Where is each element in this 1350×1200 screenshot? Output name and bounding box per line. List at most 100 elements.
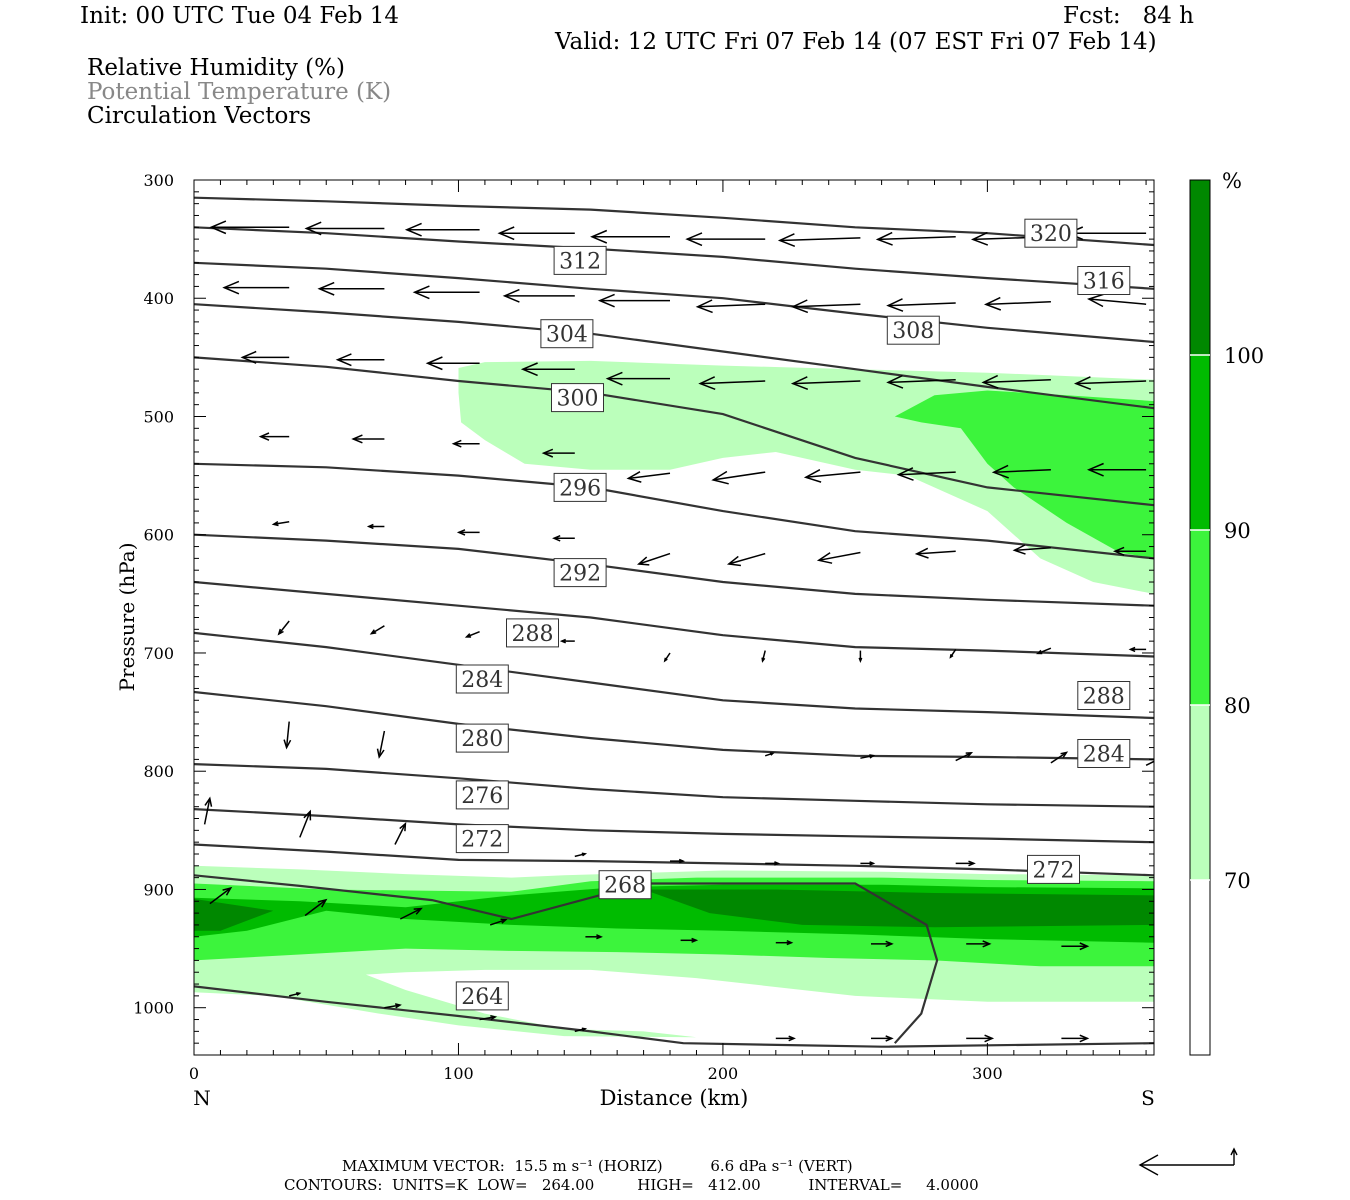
circulation-vector: [670, 858, 685, 864]
x-tick-label: 200: [708, 1064, 739, 1083]
circulation-vector: [479, 1014, 498, 1021]
contour-label-296: 296: [553, 472, 607, 502]
circulation-vector: [698, 376, 766, 391]
circulation-vector: [412, 285, 480, 300]
circulation-vector: [1012, 544, 1051, 555]
field-label-theta: Potential Temperature (K): [87, 79, 392, 105]
circulation-vector: [777, 233, 861, 247]
x-tick-label: 0: [189, 1064, 199, 1083]
contour-label-text: 312: [559, 249, 601, 274]
theta-contour-316: [194, 226, 1154, 290]
colorbar-unit: %: [1222, 169, 1242, 193]
circulation-vector: [761, 650, 766, 663]
circulation-vector: [966, 1034, 995, 1043]
circulation-vector: [871, 1035, 894, 1042]
circulation-vector: [966, 940, 992, 948]
contour-label-text: 284: [1083, 743, 1125, 768]
circulation-vector: [775, 1035, 796, 1042]
y-tick-label: 800: [143, 762, 174, 781]
contours-note: CONTOURS: UNITS=K LOW= 264.00 HIGH= 412.…: [284, 1176, 979, 1194]
contour-label-304: 304: [540, 319, 594, 349]
circulation-vector: [1086, 462, 1147, 477]
circulation-vector: [520, 362, 575, 377]
theta-contour-308: [194, 303, 1154, 410]
circulation-vector: [1036, 647, 1052, 655]
field-label-vectors: Circulation Vectors: [87, 103, 312, 129]
circulation-vector: [663, 652, 671, 663]
contour-label-284: 284: [1077, 739, 1131, 768]
contour-label-text: 276: [461, 784, 503, 809]
circulation-vector: [875, 231, 956, 246]
contour-label-268: 268: [598, 870, 652, 900]
circulation-vector: [366, 523, 385, 530]
colorbar-level-label: 100: [1224, 344, 1264, 368]
circulation-vector: [351, 434, 385, 444]
colorbar-level-label: 70: [1224, 869, 1251, 893]
circulation-vector: [1050, 751, 1069, 764]
circulation-vector: [317, 281, 385, 296]
max-vector-note: MAXIMUM VECTOR: 15.5 m s⁻¹ (HORIZ) 6.6 d…: [342, 1157, 853, 1175]
y-tick-label: 500: [143, 407, 174, 426]
x-tick-label: 100: [443, 1064, 474, 1083]
reference-vector-icon: [1138, 1147, 1238, 1176]
y-tick-label: 900: [143, 880, 174, 899]
y-tick-label: 700: [143, 644, 174, 663]
circulation-vector: [680, 937, 699, 943]
x-axis-left-label: N: [193, 1086, 211, 1110]
theta-contour-300: [194, 462, 1154, 560]
x-axis-right-label: S: [1141, 1086, 1155, 1110]
circulation-vector: [464, 631, 480, 638]
theta-contour-276: [194, 808, 1154, 844]
circulation-vector: [425, 356, 480, 371]
colorbar-band: [1190, 705, 1210, 880]
circulation-vector: [209, 220, 290, 235]
contour-label-text: 272: [461, 828, 503, 853]
circulation-vector: [335, 353, 385, 367]
circulation-vector: [636, 552, 671, 566]
forecast-hour: Fcst: 84 h: [1063, 3, 1194, 29]
y-tick-label: 300: [143, 171, 174, 190]
circulation-vector: [489, 918, 508, 926]
circulation-vector: [289, 991, 302, 997]
contour-label-text: 296: [559, 476, 601, 501]
circulation-vector: [574, 852, 588, 858]
contour-label-text: 320: [1030, 222, 1072, 247]
circulation-vector: [605, 371, 670, 386]
theta-contour-268: [194, 874, 939, 1044]
contour-label-text: 280: [461, 727, 503, 752]
contour-label-text: 316: [1083, 270, 1125, 295]
circulation-vector: [626, 471, 671, 483]
circulation-vector: [790, 299, 861, 314]
circulation-vector: [271, 520, 290, 527]
circulation-vector: [991, 464, 1051, 479]
circulation-vector: [240, 350, 290, 364]
circulation-vector: [1073, 376, 1147, 391]
circulation-vector: [597, 293, 670, 308]
circulation-vector: [981, 374, 1051, 389]
contour-label-text: 268: [604, 874, 646, 899]
circulation-vector: [886, 374, 956, 389]
circulation-vector: [914, 547, 956, 559]
circulation-vector: [896, 467, 956, 481]
contour-label-300: 300: [551, 383, 604, 413]
theta-contour-272: [194, 843, 1154, 877]
circulation-vector: [552, 535, 575, 542]
circulation-vector: [394, 821, 407, 845]
theta-contour-280: [194, 763, 1154, 808]
contour-label-316: 316: [1077, 266, 1131, 295]
circulation-vector: [886, 298, 956, 312]
circulation-vector: [711, 470, 766, 485]
circulation-vector: [304, 898, 328, 917]
circulation-vector: [502, 288, 575, 303]
contour-label-288: 288: [506, 618, 559, 648]
circulation-vector: [559, 638, 575, 644]
colorbar-band: [1190, 880, 1210, 1055]
field-label-rh: Relative Humidity (%): [87, 55, 345, 81]
circulation-vector: [803, 469, 861, 483]
circulation-vector: [1061, 942, 1090, 951]
colorbar-band: [1190, 355, 1210, 530]
contour-label-292: 292: [553, 558, 607, 588]
valid-time: Valid: 12 UTC Fri 07 Feb 14 (07 EST Fri …: [555, 29, 1157, 55]
circulation-vector: [1112, 546, 1147, 556]
circulation-vector: [695, 299, 766, 314]
